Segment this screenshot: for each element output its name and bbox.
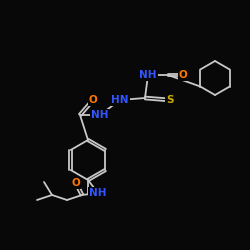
Text: O: O — [178, 70, 188, 80]
Text: S: S — [166, 95, 174, 105]
Text: O: O — [72, 178, 80, 188]
Text: NH: NH — [139, 70, 157, 80]
Text: NH: NH — [89, 188, 107, 198]
Text: NH: NH — [91, 110, 109, 120]
Text: O: O — [88, 95, 98, 105]
Text: HN: HN — [111, 95, 129, 105]
